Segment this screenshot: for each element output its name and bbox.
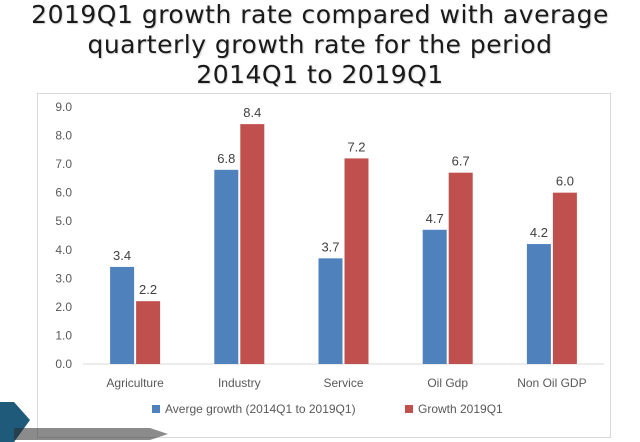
bar-q1: [344, 158, 369, 364]
bar-average: [318, 258, 343, 364]
y-tick-label: 5.0: [55, 214, 72, 228]
y-tick-label: 3.0: [55, 271, 72, 285]
title-line-3: 2014Q1 to 2019Q1: [196, 60, 444, 89]
bar-average: [110, 266, 135, 364]
bar-average: [526, 244, 551, 364]
data-label: 6.0: [556, 174, 574, 189]
legend-swatch-average: [152, 405, 160, 413]
x-tick-label: Agriculture: [106, 376, 164, 390]
data-label: 3.7: [321, 239, 339, 254]
x-tick-label: Non Oil GDP: [517, 376, 586, 390]
data-label: 7.2: [347, 139, 365, 154]
bar-q1: [136, 301, 161, 364]
data-label: 4.2: [530, 225, 548, 240]
x-tick-label: Industry: [218, 376, 261, 390]
y-tick-label: 9.0: [55, 100, 72, 114]
y-tick-label: 6.0: [55, 186, 72, 200]
y-tick-label: 8.0: [55, 129, 72, 143]
x-tick-label: Service: [323, 376, 363, 390]
data-label: 6.8: [217, 151, 235, 166]
y-tick-label: 7.0: [55, 157, 72, 171]
slide-title: 2019Q1 growth rate compared with average…: [0, 0, 640, 90]
corner-arrow-shape: [0, 402, 30, 442]
data-label: 8.4: [243, 105, 261, 120]
y-tick-label: 2.0: [55, 300, 72, 314]
y-tick-label: 1.0: [55, 328, 72, 342]
legend-label-q1: Growth 2019Q1: [418, 402, 503, 416]
title-line-2: quarterly growth rate for the period: [87, 30, 553, 59]
bar-average: [422, 229, 447, 364]
bar-q1: [448, 172, 473, 364]
y-tick-label: 0.0: [55, 357, 72, 371]
title-line-1: 2019Q1 growth rate compared with average: [31, 0, 609, 29]
bar-q1: [240, 124, 265, 364]
bar-average: [214, 169, 239, 364]
legend-label-average: Averge growth (2014Q1 to 2019Q1): [165, 402, 356, 416]
legend-swatch-q1: [405, 405, 413, 413]
data-label: 3.4: [113, 248, 131, 263]
data-label: 2.2: [139, 282, 157, 297]
data-label: 4.7: [426, 211, 444, 226]
data-label: 6.7: [452, 154, 470, 169]
corner-arrow-shadow: [14, 428, 168, 440]
chart-frame: [37, 93, 611, 438]
bar-q1: [552, 192, 577, 364]
x-tick-label: Oil Gdp: [427, 376, 468, 390]
y-tick-label: 4.0: [55, 243, 72, 257]
